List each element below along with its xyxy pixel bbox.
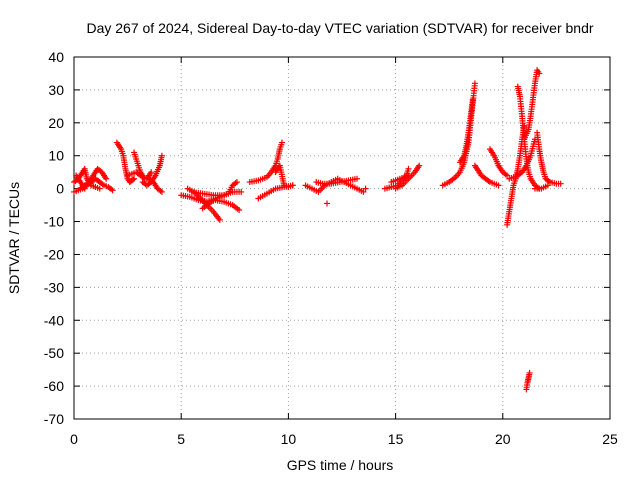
data-point — [158, 188, 165, 195]
x-tick-label-1: 5 — [177, 431, 185, 447]
data-point — [323, 200, 330, 207]
y-tick-label-5: -20 — [44, 246, 64, 262]
data-point — [362, 185, 369, 192]
series-segment-7 — [124, 169, 165, 195]
y-tick-labels: -70 -60 -50 -40 -30 -20 -10 0 10 20 30 40 — [44, 49, 64, 427]
series-segment-30 — [521, 67, 543, 143]
series-segment-17 — [313, 175, 361, 187]
y-tick-label-10: 30 — [48, 82, 64, 98]
series-segment-23 — [439, 80, 478, 189]
y-axis-label: SDTVAR / TECUs — [6, 182, 22, 294]
data-point — [129, 176, 136, 183]
series-segment-14 — [255, 182, 296, 202]
y-tick-label-0: -70 — [44, 411, 64, 427]
data-points — [71, 67, 564, 393]
data-point — [238, 188, 245, 195]
x-tick-label-3: 15 — [388, 431, 404, 447]
series-segment-25 — [471, 162, 502, 189]
data-point — [96, 185, 103, 192]
data-point — [278, 139, 285, 146]
y-tick-label-8: 10 — [48, 148, 64, 164]
x-tick-labels: 0 5 10 15 20 25 — [70, 431, 618, 447]
series-segment-33 — [523, 369, 533, 393]
data-point — [471, 80, 478, 87]
data-point — [131, 175, 138, 182]
x-axis-label: GPS time / hours — [287, 457, 394, 473]
series-segment-22 — [388, 172, 412, 186]
series-segment-13 — [246, 139, 285, 186]
data-point — [405, 172, 412, 179]
data-point — [360, 188, 367, 195]
data-point — [236, 207, 243, 214]
plot-frame — [73, 56, 611, 420]
grid — [74, 57, 610, 419]
y-tick-label-6: -10 — [44, 214, 64, 230]
data-point — [289, 182, 296, 189]
series-segment-11 — [199, 179, 240, 212]
data-point — [221, 192, 228, 199]
data-point — [233, 179, 240, 186]
y-tick-label-4: -30 — [44, 279, 64, 295]
data-point — [103, 175, 110, 182]
y-tick-label-1: -60 — [44, 378, 64, 394]
x-tick-label-4: 20 — [495, 431, 511, 447]
data-point — [405, 165, 412, 172]
chart-title: Day 267 of 2024, Sidereal Day-to-day VTE… — [86, 20, 593, 36]
y-tick-label-11: 40 — [48, 49, 64, 65]
data-point — [557, 180, 564, 187]
data-point — [469, 96, 476, 103]
series-segment-32 — [531, 182, 551, 192]
y-tick-label-7: 0 — [56, 181, 64, 197]
series-segment-31 — [534, 129, 564, 187]
series-segment-4 — [113, 139, 138, 186]
axis-ticks — [73, 56, 611, 420]
series-segment-26 — [486, 146, 511, 179]
x-tick-label-5: 25 — [602, 431, 618, 447]
y-tick-label-9: 20 — [48, 115, 64, 131]
data-point — [354, 175, 361, 182]
y-tick-label-3: -40 — [44, 312, 64, 328]
series-segment-12 — [188, 188, 228, 199]
data-point — [158, 152, 165, 159]
series-segment-21 — [392, 162, 423, 192]
data-point — [526, 369, 533, 376]
data-point — [536, 70, 543, 77]
series-segment-19 — [362, 185, 369, 192]
data-point — [544, 182, 551, 189]
series-segment-3 — [71, 175, 116, 195]
series-segment-18 — [323, 200, 330, 207]
series-segment-15 — [272, 162, 296, 190]
data-point — [416, 162, 423, 169]
data-point — [216, 216, 223, 223]
x-tick-label-2: 10 — [281, 431, 297, 447]
y-tick-label-2: -50 — [44, 345, 64, 361]
data-point — [109, 187, 116, 194]
x-tick-label-0: 0 — [70, 431, 78, 447]
data-point — [495, 182, 502, 189]
series-segment-9 — [184, 185, 223, 223]
data-point — [504, 172, 511, 179]
series-segment-24 — [456, 96, 476, 166]
data-point — [148, 169, 155, 176]
